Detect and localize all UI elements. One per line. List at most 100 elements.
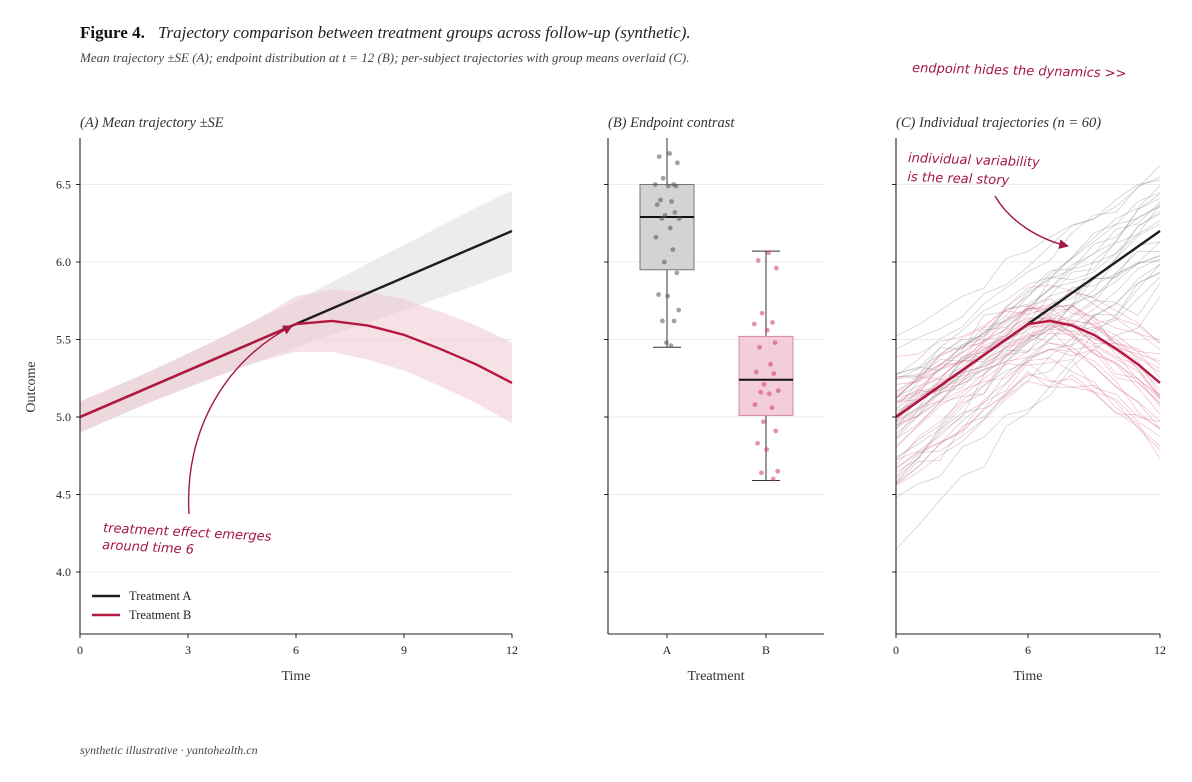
subject-line-b	[896, 316, 1160, 479]
data-point-b	[774, 265, 779, 271]
x-tick-label: B	[762, 643, 770, 657]
data-point-b	[771, 371, 777, 376]
subject-line-b	[896, 348, 1160, 422]
panel-a-ylabel: Outcome	[24, 361, 39, 412]
data-point-a	[652, 182, 658, 187]
se-band-b	[80, 289, 512, 433]
data-point-a	[668, 343, 674, 349]
subject-line-a	[896, 176, 1160, 377]
data-point-b	[755, 258, 761, 263]
x-tick-label: 0	[893, 643, 899, 657]
subject-line-a	[896, 193, 1160, 438]
subject-line-b	[896, 357, 1160, 460]
data-point-a	[660, 175, 666, 181]
x-tick-label: 6	[1025, 643, 1031, 657]
panel-a: 4.0 4.5 5.0 5.5 6.0 6.5 0 3 6 9 12 Treatment A Treat…	[56, 138, 518, 657]
data-point-a	[676, 216, 682, 222]
data-point-b	[773, 428, 779, 434]
group-mean-b	[895, 319, 1161, 418]
subject-line-b	[896, 307, 1160, 392]
data-point-b	[775, 468, 781, 474]
corner-annotation: endpoint hides the dynamics >>	[912, 61, 1127, 82]
subject-line-a	[896, 276, 1160, 470]
y-tick-label: 4.5	[56, 488, 71, 502]
x-tick-label: 0	[77, 643, 83, 657]
subject-line-a	[896, 241, 1160, 485]
mean-line-b	[79, 319, 513, 419]
subject-line-b	[896, 318, 1160, 404]
data-point-a	[674, 270, 680, 276]
data-point-a	[673, 183, 679, 189]
subject-trajectories	[896, 164, 1160, 550]
data-point-a	[662, 213, 668, 218]
subject-line-b	[896, 304, 1160, 396]
subject-line-b	[896, 324, 1160, 415]
data-point-a	[663, 340, 669, 345]
data-point-a	[653, 234, 659, 240]
y-tick-label: 4.0	[56, 565, 71, 579]
subject-line-a	[896, 259, 1160, 430]
box-a	[639, 184, 695, 271]
figure-title: Trajectory comparison between treatment …	[158, 23, 691, 42]
subject-line-b	[896, 290, 1160, 426]
subject-line-a	[896, 223, 1160, 461]
data-point-a	[672, 210, 678, 215]
subject-line-a	[896, 296, 1160, 498]
figure-label: Figure 4.	[80, 23, 145, 42]
subject-line-a	[896, 164, 1160, 350]
x-tick-label: 12	[1154, 643, 1166, 657]
subject-line-b	[896, 317, 1160, 403]
panel-a-annotation: treatment effect emerges around time 6	[102, 521, 276, 562]
subject-line-b	[896, 373, 1160, 469]
subject-line-a	[896, 185, 1160, 409]
subject-line-a	[896, 192, 1160, 422]
data-point-b	[768, 361, 773, 367]
panel-a-annotation-arrow	[187, 325, 293, 515]
subject-line-a	[896, 201, 1160, 400]
subject-line-a	[896, 179, 1160, 337]
x-tick-label: 12	[506, 643, 518, 657]
subject-line-a	[896, 264, 1160, 483]
subject-line-a	[896, 204, 1160, 473]
subject-line-b	[896, 359, 1160, 449]
subject-line-a	[896, 204, 1160, 374]
x-tick-label: 3	[185, 643, 191, 657]
data-point-a	[665, 183, 671, 189]
data-point-b	[766, 391, 772, 397]
data-point-a	[676, 307, 682, 313]
box-b	[738, 335, 794, 416]
data-point-b	[753, 369, 759, 375]
subject-line-a	[896, 264, 1160, 550]
subject-line-a	[896, 272, 1160, 483]
data-point-a	[675, 160, 680, 166]
subject-line-a	[896, 271, 1160, 419]
subject-line-b	[896, 371, 1160, 477]
y-tick-label: 5.0	[56, 410, 71, 424]
y-tick-label: 6.0	[56, 255, 71, 269]
panel-c-title: (C) Individual trajectories (n = 60)	[896, 115, 1101, 131]
data-point-b	[775, 388, 781, 394]
data-point-b	[759, 310, 765, 316]
subject-line-b	[896, 304, 1160, 440]
data-point-b	[772, 340, 778, 345]
legend-label: Treatment B	[129, 608, 191, 622]
panel-b-xlabel: Treatment	[687, 669, 744, 684]
data-point-b	[755, 440, 760, 446]
data-point-a	[656, 154, 662, 160]
subject-line-b	[896, 316, 1160, 403]
panel-c-xlabel: Time	[1013, 669, 1042, 684]
subject-line-b	[896, 304, 1160, 405]
data-point-a	[660, 318, 665, 324]
subject-line-b	[896, 307, 1160, 398]
data-point-a	[658, 197, 663, 203]
panel-c-annotation-arrow	[994, 195, 1069, 249]
data-point-b	[770, 476, 776, 482]
subject-line-b	[896, 321, 1160, 447]
subject-line-b	[896, 380, 1160, 486]
subject-line-a	[896, 258, 1160, 458]
data-point-b	[751, 321, 757, 327]
subject-line-b	[896, 284, 1160, 385]
data-point-a	[670, 247, 676, 253]
subject-line-b	[896, 332, 1160, 427]
